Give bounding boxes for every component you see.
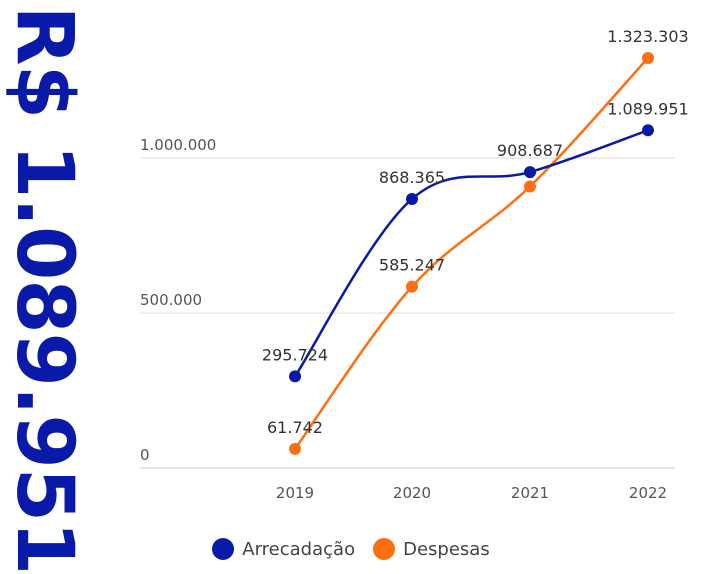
series-line-1 <box>293 57 649 450</box>
x-tick-label-0: 2019 <box>276 484 314 502</box>
data-label-1-1: 585.247 <box>379 256 445 275</box>
data-point-0-2 <box>524 166 536 179</box>
line-chart: 0 500.000 1.000.000 2019 2020 2021 2022 61.742 5… <box>140 27 689 502</box>
data-label-0-3: 1.089.951 <box>607 99 688 118</box>
series-line-0 <box>293 129 649 378</box>
data-label-1-0: 61.742 <box>267 418 323 437</box>
data-point-1-0 <box>289 442 301 455</box>
chart-legend: Arrecadação Despesas <box>0 538 702 560</box>
y-tick-label-0: 0 <box>140 446 150 464</box>
y-tick-label-1: 500.000 <box>140 291 202 309</box>
x-tick-label-1: 2020 <box>393 484 431 502</box>
data-point-1-2 <box>524 180 536 193</box>
data-point-0-1 <box>406 192 418 205</box>
data-point-0-3 <box>642 124 654 137</box>
legend-label-despesas: Despesas <box>403 538 490 560</box>
legend-swatch-despesas <box>373 538 396 560</box>
data-point-0-0 <box>289 370 301 383</box>
data-label-0-2: 908.687 <box>497 141 563 160</box>
data-label-1-3: 1.323.303 <box>607 27 688 46</box>
x-tick-label-2: 2021 <box>511 484 549 502</box>
x-tick-label-3: 2022 <box>629 484 667 502</box>
data-point-1-1 <box>406 280 418 293</box>
legend-item-despesas[interactable]: Despesas <box>373 538 490 560</box>
data-label-0-1: 868.365 <box>379 168 445 187</box>
y-tick-label-2: 1.000.000 <box>140 136 216 154</box>
legend-label-arrecadacao: Arrecadação <box>242 538 356 560</box>
data-point-1-3 <box>642 52 654 64</box>
data-label-0-0: 295.724 <box>262 345 328 364</box>
legend-item-arrecadacao[interactable]: Arrecadação <box>212 538 355 560</box>
legend-swatch-arrecadacao <box>212 538 235 560</box>
